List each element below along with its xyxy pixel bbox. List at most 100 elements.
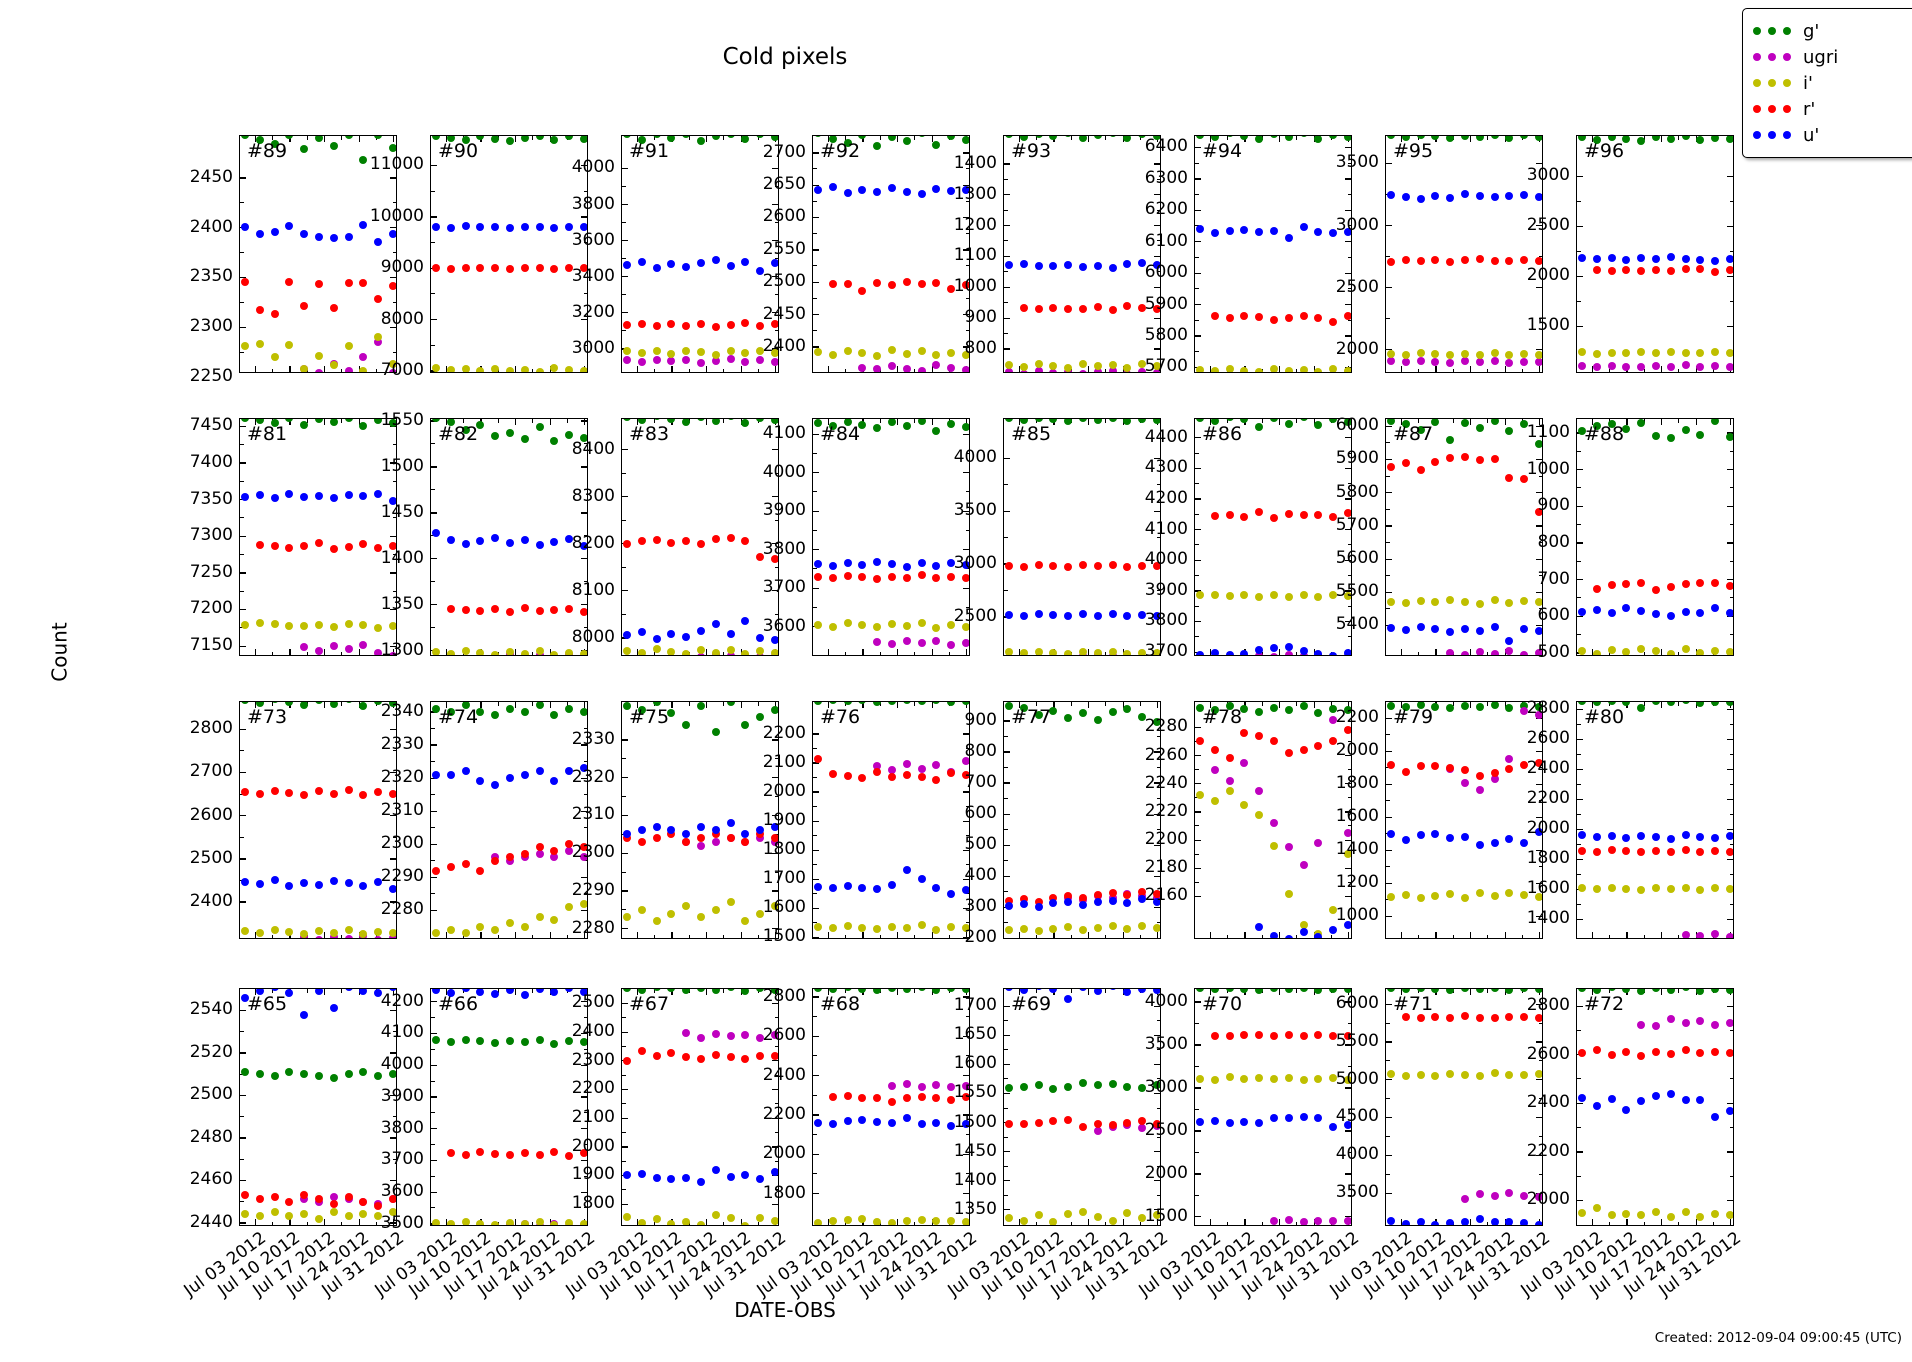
subplot-title: #93 [1011, 140, 1052, 162]
axis-tick [358, 989, 360, 995]
axis-tick [622, 1031, 628, 1033]
axis-tick [289, 419, 291, 425]
data-point-ugri [697, 1033, 705, 1042]
y-tick-label: 2280 [380, 899, 424, 920]
data-point-r [858, 573, 867, 582]
axis-tick [636, 419, 639, 425]
data-point-r [1034, 1118, 1043, 1127]
axis-tick [774, 758, 778, 760]
data-point-g [1225, 989, 1234, 992]
data-point-i [1401, 350, 1410, 359]
axis-tick [431, 558, 437, 560]
axis-tick [1004, 178, 1008, 180]
y-tick-label: 1400 [1526, 908, 1570, 928]
data-point-g [1108, 708, 1117, 717]
axis-tick [1209, 366, 1212, 372]
data-point-ugri [1475, 648, 1484, 655]
data-point-r [917, 280, 926, 289]
data-point-u [1138, 895, 1147, 904]
data-point-ugri [1475, 1190, 1484, 1199]
data-point-i [374, 1212, 383, 1221]
axis-tick [1087, 366, 1090, 372]
data-point-u [1416, 1218, 1425, 1225]
axis-tick [1729, 723, 1733, 725]
axis-tick [1347, 797, 1351, 799]
data-point-ugri [1490, 1191, 1499, 1200]
data-point-r [1461, 452, 1469, 461]
axis-tick [1729, 903, 1733, 905]
data-point-ugri [1299, 1217, 1308, 1225]
subplot-title: #81 [247, 423, 288, 445]
axis-tick [358, 1219, 360, 1225]
data-point-g [1138, 1083, 1147, 1092]
axis-tick [1712, 1221, 1714, 1225]
data-point-u [1049, 899, 1058, 908]
y-tick-label: 6000 [1335, 993, 1379, 1014]
axis-tick [963, 472, 969, 474]
data-point-i [285, 341, 294, 350]
data-point-i [622, 1212, 631, 1221]
axis-tick [931, 419, 933, 425]
data-point-r [1622, 847, 1631, 856]
data-point-g [711, 989, 720, 994]
data-point-u [1225, 1119, 1234, 1128]
data-point-g [580, 1038, 587, 1047]
axis-tick [431, 860, 435, 862]
data-point-i [1622, 1209, 1631, 1218]
axis-tick [289, 136, 291, 142]
axis-tick [622, 276, 628, 278]
data-point-r [255, 790, 264, 798]
data-point-g [255, 1070, 264, 1078]
data-point-g [1416, 425, 1425, 434]
y-tick-label: 4100 [1144, 518, 1188, 539]
data-point-i [1329, 591, 1338, 600]
axis-tick [1018, 1219, 1021, 1225]
data-point-r [1255, 731, 1264, 740]
data-point-r [756, 322, 765, 331]
axis-tick [1577, 469, 1583, 471]
data-point-r [667, 320, 676, 329]
axis-tick [1195, 575, 1199, 577]
axis-tick [1469, 419, 1472, 425]
y-tick-label: 8300 [571, 485, 615, 506]
axis-tick [323, 1219, 326, 1225]
data-point-r [1123, 302, 1132, 311]
data-point-ugri [1652, 361, 1660, 370]
data-point-i [580, 899, 587, 908]
subplot-title: #68 [820, 993, 861, 1015]
data-point-g [682, 720, 691, 729]
axis-tick [740, 989, 742, 995]
data-point-ugri [1592, 363, 1601, 371]
axis-tick [240, 177, 246, 179]
data-point-r [1210, 311, 1219, 320]
axis-tick [289, 649, 291, 655]
y-tick-label: 700 [1537, 568, 1570, 589]
data-point-i [476, 367, 485, 372]
axis-tick [1195, 544, 1199, 546]
y-tick-label: 1500 [380, 455, 424, 476]
axis-tick [1154, 1005, 1160, 1008]
data-point-ugri [873, 365, 882, 372]
axis-tick [272, 368, 274, 372]
plot-area [622, 702, 778, 938]
axis-tick [772, 204, 778, 206]
data-point-i [756, 909, 765, 918]
axis-tick [549, 419, 551, 425]
data-point-i [858, 1214, 867, 1223]
axis-tick [845, 651, 847, 655]
data-point-i [1049, 1218, 1058, 1225]
data-point-g [255, 419, 264, 425]
axis-tick [654, 1221, 656, 1225]
axis-tick [1195, 1194, 1199, 1196]
data-point-g [697, 136, 705, 145]
data-point-i [1255, 810, 1264, 819]
data-point-i [446, 650, 455, 655]
data-point-g [359, 702, 368, 710]
data-point-ugri [756, 356, 765, 365]
data-point-u [300, 878, 309, 887]
axis-tick [254, 1219, 257, 1225]
axis-tick [1004, 1020, 1008, 1022]
data-point-u [1726, 1106, 1733, 1115]
axis-tick [1347, 483, 1351, 485]
y-tick-label: 2330 [571, 728, 615, 749]
